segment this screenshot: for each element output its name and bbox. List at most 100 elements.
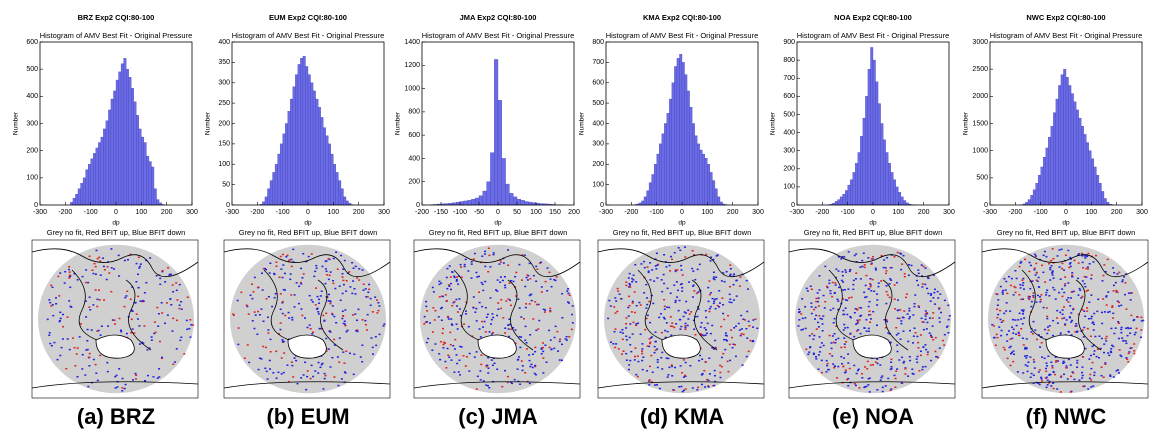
map-dot (300, 308, 302, 310)
map-dot (125, 295, 127, 297)
map-dot (1068, 359, 1070, 361)
histogram-bar (901, 197, 904, 205)
map-dot (363, 289, 365, 291)
map-dot (1005, 289, 1007, 291)
map-dot (697, 291, 699, 293)
map-dot (1056, 388, 1058, 390)
map-dot (832, 282, 834, 284)
map-dot (50, 305, 52, 307)
map-dot (497, 308, 499, 310)
map-dot (641, 350, 643, 352)
map-dot (465, 365, 467, 367)
map-dot (497, 302, 499, 304)
map-dot (572, 322, 574, 324)
map-dot (634, 291, 636, 293)
map-dot (687, 318, 689, 320)
map-dot (868, 288, 870, 290)
map-dot (1085, 348, 1087, 350)
map-dot (632, 302, 634, 304)
map-dot (636, 305, 638, 307)
map-dot (1082, 386, 1084, 388)
y-tick-label: 400 (592, 120, 604, 127)
map (32, 240, 198, 398)
map-dot (805, 328, 807, 330)
map-dot (885, 273, 887, 275)
map-dot (305, 389, 307, 391)
map-dot (548, 330, 550, 332)
map-dot (692, 270, 694, 272)
map-dot (812, 339, 814, 341)
map-dot (114, 320, 116, 322)
map-dot (999, 310, 1001, 312)
map-dot (291, 266, 293, 268)
map-dot (1022, 338, 1024, 340)
map-dot (1105, 296, 1107, 298)
y-axis-label: Number (770, 111, 777, 135)
map-dot (1003, 313, 1005, 315)
map-dot (725, 332, 727, 334)
map-dot (333, 316, 335, 318)
map-dot (481, 255, 483, 257)
map-dot (561, 344, 563, 346)
map-dot (481, 306, 483, 308)
map-dot (1030, 377, 1032, 379)
map-dot (559, 341, 561, 343)
x-tick-label: 200 (727, 209, 739, 216)
map-dot (1040, 299, 1042, 301)
map-dot (487, 314, 489, 316)
map-dot (308, 256, 310, 258)
map-dot (1093, 324, 1095, 326)
map-dot (1083, 327, 1085, 329)
map-dot (842, 271, 844, 273)
map-dot (830, 309, 832, 311)
map-dot (79, 336, 81, 338)
map-dot (743, 334, 745, 336)
map-dot (556, 331, 558, 333)
map-dot (446, 288, 448, 290)
map-dot (248, 313, 250, 315)
map-dot (520, 316, 522, 318)
map-dot (869, 283, 871, 285)
map-dot (467, 270, 469, 272)
map-dot (107, 325, 109, 327)
map-dot (339, 285, 341, 287)
map-dot (482, 290, 484, 292)
x-tick-label: -300 (33, 209, 47, 216)
histogram-bar (860, 136, 863, 205)
map-dot (566, 290, 568, 292)
y-tick-label: 0 (984, 202, 988, 209)
map-dot (1107, 352, 1109, 354)
map-dot (845, 369, 847, 371)
map-dot (517, 299, 519, 301)
map-dot (162, 270, 164, 272)
y-tick-label: 800 (408, 109, 420, 116)
map-dot (536, 304, 538, 306)
map-dot (845, 299, 847, 301)
map-dot (484, 251, 486, 253)
map-dot (89, 296, 91, 298)
map-dot (561, 293, 563, 295)
map-dot (635, 323, 637, 325)
histogram-bar (1107, 202, 1110, 205)
map-dot (543, 309, 545, 311)
map-dot (704, 386, 706, 388)
map-dot (1050, 260, 1052, 262)
map-dot (1026, 338, 1028, 340)
map-dot (527, 279, 529, 281)
map-dot (114, 376, 116, 378)
histogram-bar (641, 201, 644, 205)
map-dot (340, 300, 342, 302)
map-dot (1072, 371, 1074, 373)
map-dot (267, 329, 269, 331)
map-dot (726, 340, 728, 342)
map-dot (251, 298, 253, 300)
map-dot (423, 323, 425, 325)
map-dot (442, 333, 444, 335)
map-dot (819, 351, 821, 353)
histogram-bar (712, 181, 715, 205)
y-tick-label: 350 (218, 59, 230, 66)
map-dot (320, 295, 322, 297)
map-dot (169, 298, 171, 300)
map-dot (1062, 296, 1064, 298)
map-dot (159, 278, 161, 280)
